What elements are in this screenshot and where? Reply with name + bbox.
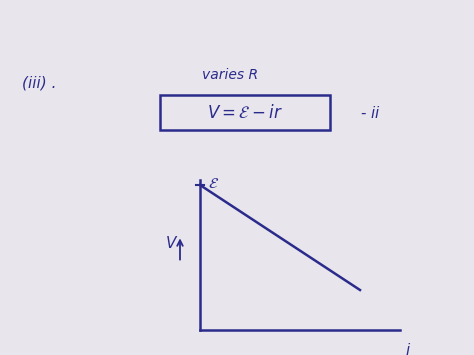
Text: $i$: $i$ <box>405 342 411 355</box>
Bar <box>160 95 330 130</box>
Text: - $ii$: - $ii$ <box>360 104 381 120</box>
Text: $V$: $V$ <box>165 235 179 251</box>
Text: $\mathcal{E}$: $\mathcal{E}$ <box>208 175 219 191</box>
Text: (iii) .: (iii) . <box>22 75 56 90</box>
Text: $V= \mathcal{E} - ir$: $V= \mathcal{E} - ir$ <box>207 104 283 121</box>
Text: varies R: varies R <box>202 68 258 82</box>
